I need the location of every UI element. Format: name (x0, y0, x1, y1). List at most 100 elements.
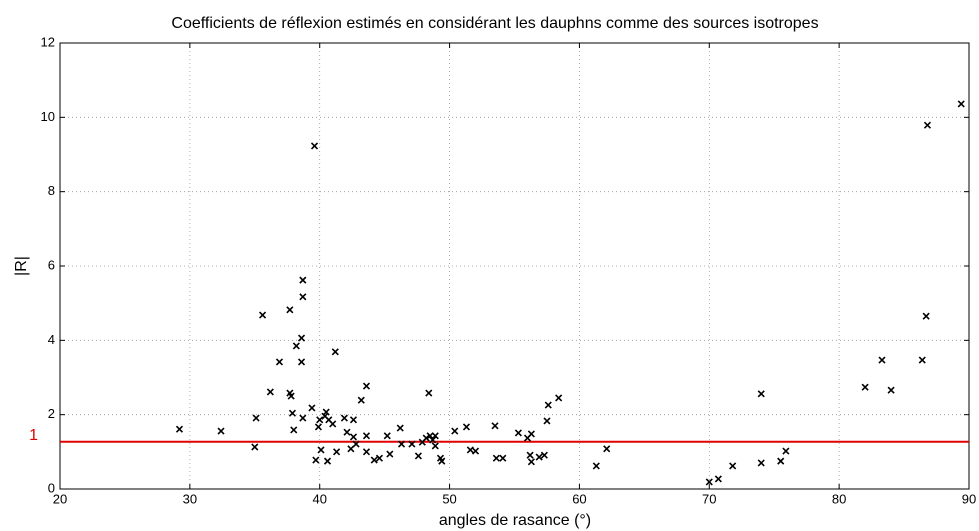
y-tick-label: 6 (48, 257, 55, 272)
point (347, 445, 355, 453)
point (466, 446, 474, 454)
point (286, 306, 294, 314)
point (290, 426, 298, 434)
x-tick-label: 50 (442, 491, 456, 506)
point (535, 453, 543, 461)
point (308, 404, 316, 412)
point (918, 356, 926, 364)
point (543, 417, 551, 425)
y-tick-label: 12 (41, 34, 55, 49)
point (297, 358, 306, 366)
point (310, 142, 319, 150)
y-axis-label: |R| (13, 256, 30, 276)
point (314, 423, 322, 431)
point (292, 342, 300, 350)
point (782, 447, 790, 455)
point (923, 121, 932, 129)
y-tick-label: 8 (48, 183, 55, 198)
point (397, 440, 406, 448)
point (527, 458, 535, 466)
point (414, 452, 422, 460)
y-tick-label: 4 (48, 332, 55, 347)
point (431, 442, 439, 450)
point (431, 432, 439, 440)
point (333, 448, 341, 456)
point (275, 358, 284, 366)
point (777, 457, 785, 465)
point (451, 427, 459, 435)
point (408, 440, 416, 448)
point (705, 478, 713, 486)
y-tick-label: 0 (48, 480, 55, 495)
point (217, 427, 225, 435)
point (426, 432, 434, 440)
point (251, 443, 259, 451)
point (349, 433, 358, 441)
point (425, 389, 433, 397)
point (312, 456, 320, 464)
point (331, 348, 339, 356)
point (259, 311, 267, 319)
y-tick-label: 2 (48, 406, 55, 421)
point (370, 456, 378, 464)
point (540, 451, 548, 459)
point (316, 416, 324, 424)
point (317, 446, 325, 454)
point (592, 462, 600, 470)
point (352, 440, 360, 448)
point (362, 448, 371, 456)
point (288, 409, 297, 417)
point (491, 422, 499, 430)
point (362, 432, 371, 440)
point (603, 445, 611, 453)
point (438, 457, 446, 465)
point (462, 423, 471, 431)
point (526, 451, 534, 459)
point (757, 390, 765, 398)
point (714, 475, 722, 483)
point (297, 334, 306, 342)
point (422, 434, 430, 442)
x-axis-label: angles de rasance (°) (439, 512, 591, 529)
point (349, 416, 358, 424)
point (357, 396, 365, 404)
point (887, 386, 895, 394)
point (429, 436, 437, 444)
point (322, 408, 330, 416)
chart-title: Coefficients de réflexion estimés en con… (171, 15, 818, 32)
point (492, 454, 500, 462)
point (340, 414, 348, 422)
point (329, 420, 337, 428)
point (471, 447, 480, 455)
point (252, 414, 260, 422)
plot-frame (59, 42, 970, 490)
point (922, 312, 930, 320)
point (175, 425, 184, 433)
point (299, 276, 307, 284)
x-tick-label: 20 (53, 491, 67, 506)
point (861, 383, 869, 391)
point (343, 428, 351, 436)
point (287, 392, 295, 400)
point (299, 414, 307, 422)
reference-label: 1 (29, 427, 38, 444)
point (757, 459, 765, 467)
point (362, 382, 371, 390)
x-tick-label: 30 (183, 491, 197, 506)
point (957, 100, 965, 108)
x-tick-label: 60 (572, 491, 586, 506)
x-tick-label: 40 (312, 491, 326, 506)
point (544, 401, 552, 409)
x-tick-label: 90 (962, 491, 976, 506)
point (299, 293, 307, 301)
point (527, 430, 535, 438)
point (266, 388, 274, 396)
point (499, 454, 507, 462)
x-tick-label: 70 (702, 491, 716, 506)
point (514, 429, 522, 437)
point (396, 424, 404, 432)
point (383, 432, 391, 440)
point (729, 462, 737, 470)
y-tick-label: 10 (41, 109, 55, 124)
